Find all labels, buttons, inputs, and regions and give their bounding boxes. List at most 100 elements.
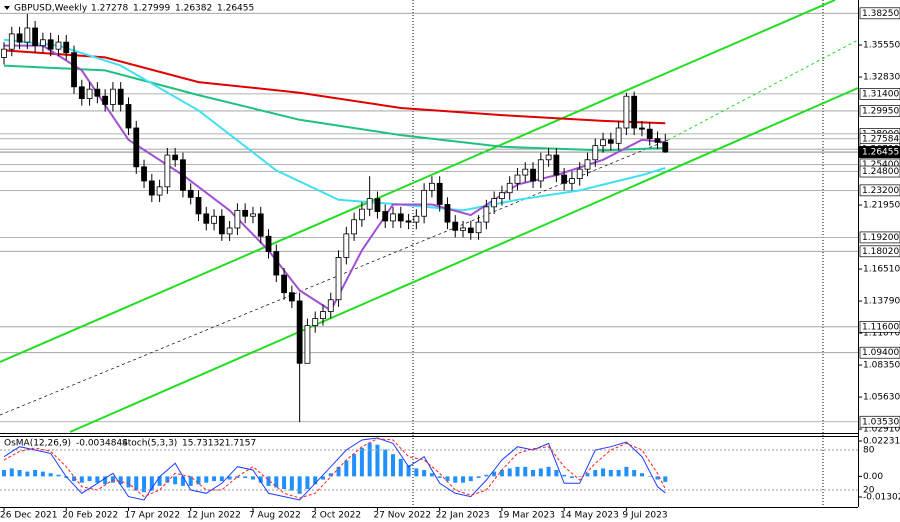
candle-body xyxy=(444,204,451,223)
osma-bar xyxy=(437,476,442,478)
y-tick-label: 1.05630 xyxy=(863,393,900,403)
osma-bar xyxy=(647,476,652,477)
osma-bar xyxy=(134,476,139,491)
osma-bar xyxy=(313,476,318,485)
candle-body xyxy=(141,166,147,182)
osma-bar xyxy=(546,466,551,477)
candle-body xyxy=(32,27,39,47)
level-label: 1.31400 xyxy=(862,89,899,99)
osma-bar xyxy=(282,476,287,490)
candle-body xyxy=(460,227,466,231)
candle-body xyxy=(86,88,93,99)
candle-body xyxy=(63,41,70,54)
osma-bar xyxy=(383,449,388,477)
level-label: 1.38250 xyxy=(862,9,899,19)
osma-value: -0.0034844 xyxy=(76,439,128,449)
osma-bar xyxy=(17,470,22,477)
x-tick-label: 7 Aug 2022 xyxy=(249,511,301,521)
candle-body xyxy=(428,182,435,191)
candle-body xyxy=(304,325,311,364)
indicator-pane xyxy=(0,437,858,501)
osma-bar xyxy=(204,476,209,483)
price-label: 1.26455 xyxy=(862,148,899,158)
osma-bar xyxy=(632,470,637,477)
osma-bar xyxy=(320,476,325,480)
candle-body xyxy=(545,154,552,161)
candle-body xyxy=(351,219,358,235)
levels xyxy=(0,12,858,423)
candle-body xyxy=(187,189,194,198)
osma-bar xyxy=(429,473,434,477)
candle-body xyxy=(1,48,7,58)
stoch-signal-value: 21.7157 xyxy=(219,439,256,449)
candle-body xyxy=(631,95,638,129)
osma-bar xyxy=(577,476,582,477)
osma-bar xyxy=(515,466,520,477)
osma-bar xyxy=(48,473,53,477)
osma-bar xyxy=(328,473,333,477)
candle-body xyxy=(164,154,171,188)
osma-bar xyxy=(274,476,279,488)
candle-body xyxy=(47,39,54,50)
osma-bar xyxy=(593,470,598,477)
osma-bar xyxy=(289,476,294,491)
osma-bar xyxy=(149,476,154,491)
candle-body xyxy=(281,274,287,294)
x-tick-label: 2 Oct 2022 xyxy=(311,511,361,521)
osma-bar xyxy=(142,476,147,493)
chart-title: GBPUSD,Weekly xyxy=(14,4,88,14)
candle-body xyxy=(273,251,280,276)
stoch-label: Stoch(5,3,3) xyxy=(122,439,177,449)
osma-bar xyxy=(663,476,668,482)
candle-body xyxy=(607,139,614,144)
x-tick-label: 12 Jun 2022 xyxy=(187,511,241,521)
candle-body xyxy=(250,213,256,217)
osma-bar xyxy=(344,460,349,477)
osma-bar xyxy=(56,474,61,477)
osma-bar xyxy=(569,476,574,478)
candle-body xyxy=(117,88,124,105)
level-box xyxy=(859,231,900,244)
candle-body xyxy=(506,182,513,194)
osma-bar xyxy=(33,470,38,477)
osma-bar xyxy=(305,476,310,490)
x-tick-label: 20 Feb 2022 xyxy=(62,511,118,521)
y-tick-label: 1.21950 xyxy=(863,201,900,211)
osma-bar xyxy=(227,476,232,480)
candle-body xyxy=(475,221,482,234)
level-box xyxy=(859,7,900,20)
candle-body xyxy=(646,128,653,139)
x-tick-label: 19 Mar 2023 xyxy=(498,511,555,521)
osma-bar xyxy=(72,476,77,482)
channel-line xyxy=(0,0,836,363)
osma-bar xyxy=(87,476,92,482)
level-box xyxy=(859,165,900,178)
candle-body xyxy=(662,141,669,153)
candle-body xyxy=(600,139,606,147)
level-box xyxy=(859,320,900,333)
osma-bar xyxy=(126,476,131,488)
moving-average xyxy=(3,49,666,125)
osma-bar xyxy=(258,476,263,483)
osma-tick-label: 0.0223182 xyxy=(863,437,900,447)
osma-bar xyxy=(250,476,255,480)
candle-body xyxy=(499,192,505,199)
osma-bar xyxy=(391,454,395,477)
candle-body xyxy=(257,213,264,237)
osma-bar xyxy=(531,470,536,477)
osma-tick-label: 0.00 xyxy=(863,472,883,482)
candle-body xyxy=(180,159,186,191)
level-label: 1.25400 xyxy=(862,160,899,170)
osma-bar xyxy=(453,476,458,483)
osma-bar xyxy=(445,476,450,482)
candle-body xyxy=(288,292,295,302)
osma-bar xyxy=(157,476,162,486)
candle-body xyxy=(413,215,420,223)
osma-bar xyxy=(235,476,240,478)
osma-bar xyxy=(212,476,217,482)
axes: 1.35550 1.32830 1.21950 1.16510 1.13790 1.110… xyxy=(0,7,900,521)
osma-bar xyxy=(585,473,590,477)
level-label: 1.24800 xyxy=(862,167,899,177)
osma-bar xyxy=(624,466,629,477)
